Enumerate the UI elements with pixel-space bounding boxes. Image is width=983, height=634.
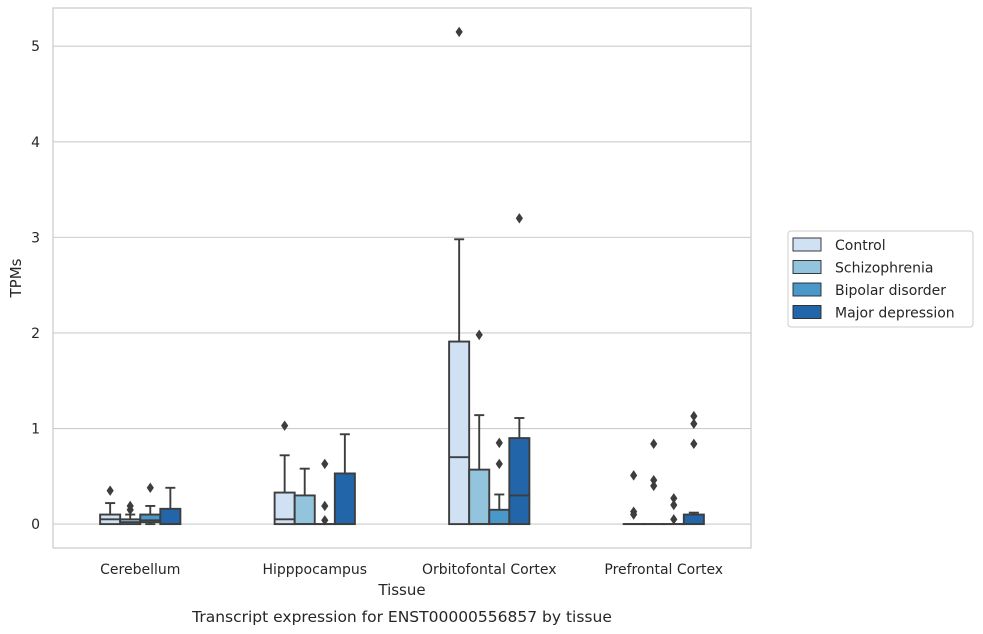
outlier-point <box>650 474 658 486</box>
box-prefrontal-cortex-major-depression <box>682 410 705 526</box>
legend-label-schizophrenia: Schizophrenia <box>835 261 933 277</box>
gridlines <box>53 45 751 525</box>
outlier-point <box>126 500 134 512</box>
legend-swatch-control <box>792 237 822 252</box>
box-body <box>508 437 531 526</box>
outlier-point <box>650 438 658 450</box>
outlier-point <box>321 515 329 526</box>
box-body <box>682 513 705 526</box>
outlier-point <box>650 480 658 492</box>
box-orbitofontal-cortex-control <box>448 26 471 526</box>
y-tick-label: 2 <box>31 326 40 342</box>
box-cerebellum-major-depression <box>159 486 182 526</box>
box-hipppocampus-major-depression <box>333 433 356 526</box>
outlier-point <box>495 437 503 449</box>
box-hipppocampus-schizophrenia <box>293 467 316 526</box>
box-hipppocampus-control <box>273 420 296 526</box>
outlier-point <box>106 485 114 496</box>
y-axis-label: TPMs <box>7 258 25 298</box>
y-tick-label: 0 <box>31 517 40 533</box>
x-tick-label-prefrontal-cortex: Prefrontal Cortex <box>604 562 723 578</box>
boxes-layer <box>99 26 705 526</box>
box-orbitofontal-cortex-major-depression <box>508 213 531 526</box>
box-body <box>159 507 182 526</box>
y-tick-label: 1 <box>31 422 40 438</box>
outlier-point <box>515 213 523 224</box>
outlier-point <box>321 458 329 470</box>
outlier-point <box>630 506 638 517</box>
legend-swatch-bipolar-disorder <box>792 282 822 297</box>
plot-area-frame <box>52 7 752 549</box>
box-cerebellum-control <box>99 485 122 526</box>
x-tick-label-cerebellum: Cerebellum <box>100 562 180 578</box>
legend-label-control: Control <box>835 238 886 254</box>
box-hipppocampus-bipolar-disorder <box>313 458 336 526</box>
y-tick-label: 3 <box>31 230 40 246</box>
legend-swatch-schizophrenia <box>792 260 822 274</box>
outlier-point <box>321 500 329 512</box>
legend-label-bipolar-disorder: Bipolar disorder <box>835 283 946 299</box>
x-axis-label: Tissue <box>377 581 425 599</box>
box-prefrontal-cortex-bipolar-disorder <box>662 493 685 526</box>
outlier-point <box>475 329 483 341</box>
outlier-point <box>690 410 698 422</box>
y-tick-label: 4 <box>31 135 40 151</box>
outlier-point <box>146 482 154 493</box>
outlier-point <box>690 438 698 450</box>
outlier-point <box>670 499 678 511</box>
box-prefrontal-cortex-schizophrenia <box>642 438 665 526</box>
y-tick-label: 5 <box>31 39 40 55</box>
outlier-point <box>670 493 678 504</box>
legend-frame <box>787 230 974 328</box>
x-tick-labels: Cerebellum Hipppocampus Orbitofontal Corte… <box>100 562 723 578</box>
legend: Control Schizophrenia Bipolar disorder Majo… <box>787 230 974 328</box>
box-body <box>468 468 491 526</box>
outlier-point <box>281 420 289 431</box>
x-tick-label-hipppocampus: Hipppocampus <box>262 562 367 578</box>
outlier-point <box>495 458 503 470</box>
box-body <box>488 508 511 526</box>
box-body <box>448 340 471 526</box>
box-body <box>293 494 316 526</box>
x-tick-label-orbitofontal-cortex: Orbitofontal Cortex <box>422 562 557 578</box>
box-body <box>333 472 356 526</box>
outlier-point <box>690 418 698 429</box>
chart-caption: Transcript expression for ENST0000055685… <box>191 608 612 626</box>
outlier-point <box>670 514 678 525</box>
box-cerebellum-schizophrenia <box>119 500 142 526</box>
outlier-point <box>630 470 638 481</box>
box-orbitofontal-cortex-schizophrenia <box>468 329 491 526</box>
legend-label-major-depression: Major depression <box>835 306 955 322</box>
box-cerebellum-bipolar-disorder <box>139 482 162 526</box>
box-prefrontal-cortex-control <box>622 470 645 526</box>
y-tick-labels: 0 1 2 3 4 5 <box>31 39 40 533</box>
legend-swatch-major-depression <box>792 305 822 319</box>
outlier-point <box>455 26 463 38</box>
box-orbitofontal-cortex-bipolar-disorder <box>488 437 511 526</box>
